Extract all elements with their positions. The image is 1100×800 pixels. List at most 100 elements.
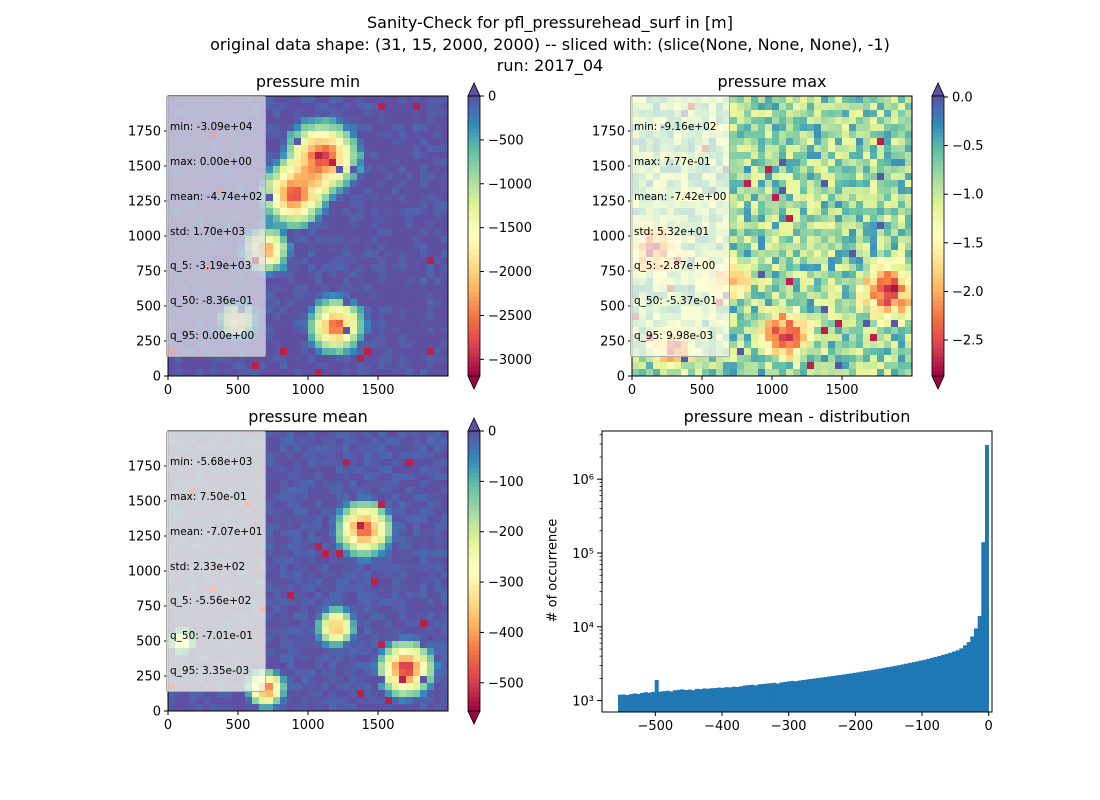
heatmap-cell [877,362,885,370]
heatmap-cell [350,697,358,705]
heatmap-cell [301,180,309,188]
heatmap-cell [385,592,393,600]
heatmap-cell [842,306,850,314]
heatmap-cell [849,271,857,279]
heatmap-cell [385,341,393,349]
heatmap-cell [329,124,337,132]
heatmap-cell [870,278,878,286]
heatmap-cell [413,571,421,579]
heatmap-cell [266,299,274,307]
heatmap-cell [434,599,442,607]
heatmap-cell [350,145,358,153]
heatmap-cell [301,222,309,230]
heatmap-cell [849,222,857,230]
heatmap-cell [821,271,829,279]
heatmap-cell [329,529,337,537]
heatmap-cell [730,131,738,139]
heatmap-cell [329,103,337,111]
heatmap-cell [814,103,822,111]
x-tick-label: 0 [164,383,172,398]
heatmap-cell [217,690,225,698]
heatmap-cell [821,222,829,230]
heatmap-cell [343,250,351,258]
heatmap-cell [343,459,351,467]
heatmap-cell [308,117,316,125]
heatmap-cell [210,690,218,698]
heatmap-cell [441,592,449,600]
heatmap-cell [273,369,281,377]
heatmap-cell [287,131,295,139]
heatmap-cell [287,299,295,307]
heatmap-cell [849,215,857,223]
heatmap-cell [385,369,393,377]
heatmap-cell [413,243,421,251]
heatmap-cell [364,348,372,356]
heatmap-cell [308,683,316,691]
heatmap-cell [427,264,435,272]
heatmap-cell [821,341,829,349]
heatmap-cell [891,236,899,244]
heatmap-cell [322,599,330,607]
heatmap-cell [287,250,295,258]
heatmap-cell [420,257,428,265]
heatmap-cell [420,606,428,614]
heatmap-cell [413,599,421,607]
heatmap-cell [343,187,351,195]
heatmap-cell [322,96,330,104]
heatmap-cell [420,229,428,237]
heatmap-cell [427,292,435,300]
heatmap-cell [336,306,344,314]
heatmap-cell [329,369,337,377]
heatmap-cell [427,599,435,607]
colorbar-segment [468,156,480,162]
heatmap-cell [427,459,435,467]
heatmap-cell [336,445,344,453]
heatmap-cell [779,194,787,202]
heatmap-cell [378,250,386,258]
heatmap-cell [378,285,386,293]
heatmap-cell [744,369,752,377]
heatmap-cell [835,236,843,244]
heatmap-cell [399,522,407,530]
heatmap-cell [350,529,358,537]
heatmap-cell [266,648,274,656]
heatmap-cell [287,683,295,691]
heatmap-cell [252,355,260,363]
heatmap-cell [420,320,428,328]
heatmap-cell [420,243,428,251]
heatmap-cell [280,348,288,356]
y-tick-label: 250 [600,335,625,350]
heatmap-cell [870,96,878,104]
heatmap-cell [427,187,435,195]
heatmap-cell [807,96,815,104]
heatmap-cell [329,578,337,586]
heatmap-cell [343,536,351,544]
heatmap-cell [434,299,442,307]
colorbar-segment [932,166,944,172]
heatmap-cell [287,459,295,467]
heatmap-cell [884,159,892,167]
heatmap-cell [420,613,428,621]
heatmap-cell [898,341,906,349]
heatmap-cell [273,529,281,537]
heatmap-cell [751,348,759,356]
heatmap-cell [737,166,745,174]
heatmap-cell [814,180,822,188]
heatmap-cell [751,117,759,125]
heatmap-cell [828,145,836,153]
heatmap-cell [406,445,414,453]
heatmap-cell [434,320,442,328]
heatmap-cell [189,355,197,363]
heatmap-cell [786,96,794,104]
heatmap-cell [891,285,899,293]
heatmap-cell [357,180,365,188]
heatmap-cell [420,487,428,495]
heatmap-cell [364,278,372,286]
heatmap-cell [835,306,843,314]
heatmap-cell [301,445,309,453]
heatmap-cell [350,334,358,342]
heatmap-cell [217,704,225,712]
heatmap-cell [793,257,801,265]
heatmap-cell [357,278,365,286]
heatmap-cell [399,550,407,558]
